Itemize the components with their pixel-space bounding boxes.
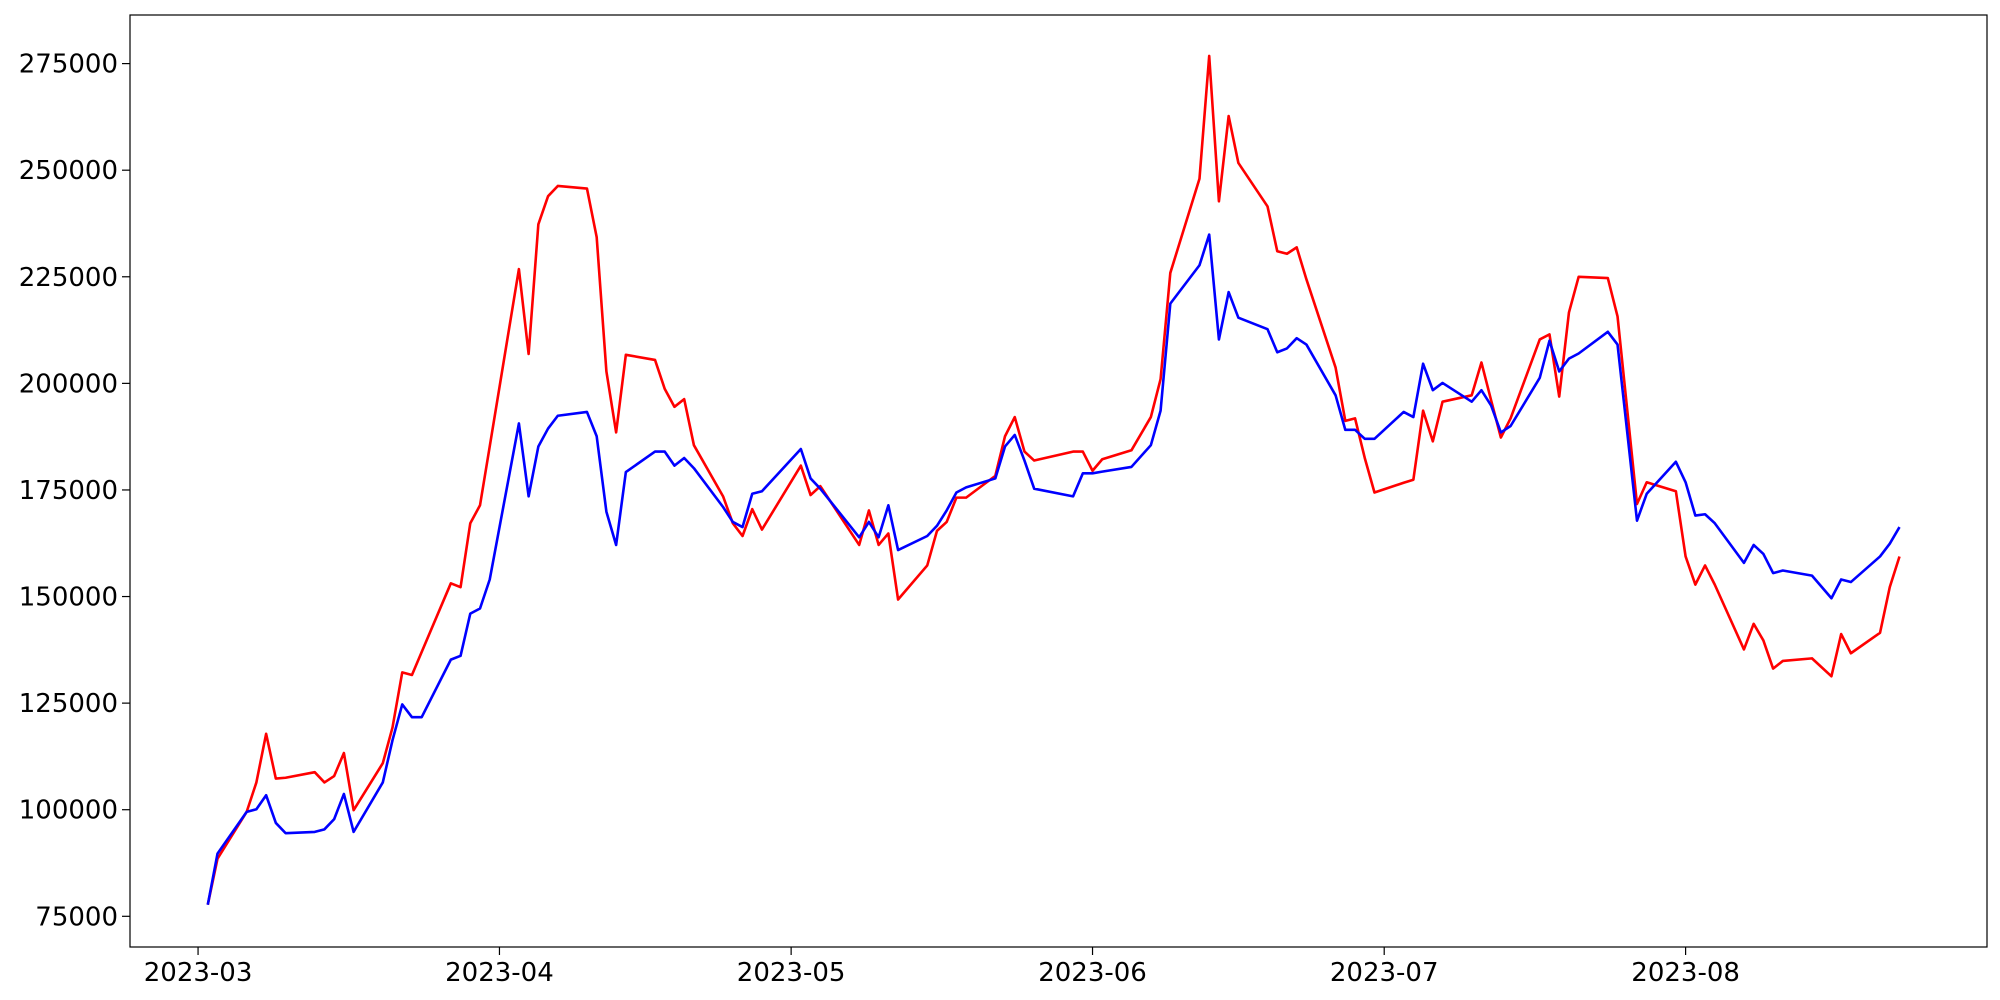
x-tick-label: 2023-06 <box>1038 958 1147 988</box>
y-tick-label: 225000 <box>19 263 118 293</box>
plot-frame <box>129 14 1988 948</box>
series-line <box>206 54 1901 906</box>
x-tick-label: 2023-07 <box>1330 958 1439 988</box>
x-tick-label: 2023-08 <box>1631 958 1740 988</box>
y-tick-label: 125000 <box>19 689 118 719</box>
y-tick-label: 200000 <box>19 369 118 399</box>
x-tick-label: 2023-05 <box>737 958 846 988</box>
y-tick-label: 250000 <box>19 156 118 186</box>
y-tick-label: 75000 <box>35 902 118 932</box>
y-tick-label: 275000 <box>19 50 118 80</box>
y-tick-label: 175000 <box>19 476 118 506</box>
y-tick-label: 100000 <box>19 796 118 826</box>
x-tick-label: 2023-03 <box>144 958 253 988</box>
y-tick-label: 150000 <box>19 583 118 613</box>
series-line <box>206 233 1901 906</box>
x-tick-label: 2023-04 <box>445 958 554 988</box>
